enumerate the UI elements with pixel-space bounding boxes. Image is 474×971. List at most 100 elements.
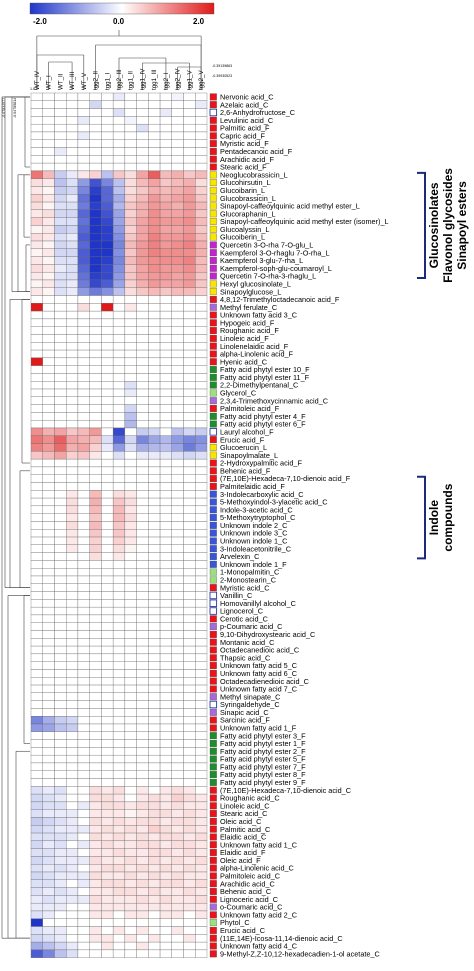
heatmap-cell	[66, 482, 79, 491]
heatmap-cell	[66, 638, 79, 647]
heatmap-cell	[112, 209, 126, 218]
heatmap-cell	[54, 310, 67, 320]
heatmap-cell	[159, 349, 172, 359]
heatmap-cell	[77, 575, 90, 584]
heatmap-cell	[30, 420, 43, 429]
heatmap-cell	[77, 895, 90, 904]
heatmap-cell	[30, 155, 43, 164]
heatmap-cell	[148, 926, 161, 935]
heatmap-cell	[159, 155, 172, 164]
heatmap-cell	[159, 170, 172, 179]
heatmap-cell	[42, 373, 55, 382]
heatmap-cell	[124, 902, 137, 912]
class-marker	[209, 584, 217, 592]
heatmap-cell	[112, 412, 126, 421]
heatmap-cell	[148, 560, 161, 569]
heatmap-cell	[136, 638, 149, 647]
class-marker	[209, 778, 217, 786]
heatmap-cell	[148, 201, 161, 211]
heatmap-cell	[101, 256, 114, 265]
heatmap-cell	[124, 864, 137, 873]
heatmap-cell	[195, 677, 208, 686]
heatmap-cell	[30, 326, 43, 335]
heatmap-cell	[171, 256, 184, 265]
heatmap-cell	[77, 349, 90, 359]
column-label: WT_II	[57, 73, 64, 90]
heatmap-cell	[112, 677, 126, 686]
heatmap-cell	[66, 100, 79, 109]
heatmap-cell	[195, 233, 208, 242]
heatmap-cell	[101, 521, 114, 530]
heatmap-cell	[183, 139, 196, 148]
heatmap-cell	[77, 762, 90, 771]
heatmap-cell	[171, 856, 184, 865]
heatmap-cell	[159, 513, 172, 522]
heatmap-cell	[124, 349, 137, 359]
heatmap-cell	[89, 941, 102, 951]
heatmap-cell	[101, 716, 114, 725]
heatmap-cell	[183, 544, 196, 553]
heatmap-cell	[171, 653, 184, 662]
heatmap-cell	[195, 404, 208, 413]
heatmap-cell	[183, 614, 196, 623]
heatmap-cell	[42, 864, 55, 873]
heatmap-cell	[183, 505, 196, 514]
heatmap-cell	[77, 303, 90, 312]
class-marker	[209, 856, 217, 864]
heatmap-cell	[159, 295, 172, 304]
heatmap-cell	[66, 614, 79, 623]
heatmap-cell	[124, 303, 137, 312]
metabolite-label: Kaempferol 3-glu-7-rha_L	[220, 256, 303, 265]
heatmap-cell	[30, 560, 43, 569]
heatmap-cell	[171, 669, 184, 678]
heatmap-cell	[101, 326, 114, 335]
heatmap-cell	[124, 684, 137, 694]
heatmap-cell	[30, 217, 43, 226]
heatmap-cell	[136, 497, 149, 507]
heatmap-cell	[112, 365, 126, 374]
heatmap-cell	[148, 155, 161, 164]
heatmap-cell	[124, 778, 137, 787]
heatmap-cell	[124, 521, 137, 530]
heatmap-cell	[124, 116, 137, 125]
heatmap-cell	[195, 739, 208, 748]
heatmap-cell	[30, 443, 43, 452]
heatmap-cell	[148, 778, 161, 787]
heatmap-cell	[54, 879, 67, 888]
heatmap-cell	[89, 451, 102, 460]
heatmap-cell	[101, 287, 114, 296]
heatmap-cell	[42, 427, 55, 436]
heatmap-cell	[89, 123, 102, 133]
heatmap-cell	[159, 716, 172, 725]
heatmap-cell	[124, 677, 137, 686]
heatmap-cell	[77, 949, 90, 958]
heatmap-cell	[159, 318, 172, 327]
heatmap-cell	[159, 692, 172, 701]
heatmap-cell	[112, 529, 126, 538]
class-marker	[209, 311, 217, 319]
heatmap-cell	[195, 575, 208, 584]
heatmap-cell	[42, 934, 55, 943]
heatmap-cell	[136, 381, 149, 390]
heatmap-cell	[112, 388, 126, 397]
heatmap-cell	[136, 373, 149, 382]
heatmap-cell	[54, 723, 67, 732]
heatmap-cell	[30, 677, 43, 686]
heatmap-cell	[159, 552, 172, 561]
metabolite-label: Hypogeic acid_F	[220, 318, 275, 327]
heatmap-cell	[66, 349, 79, 359]
heatmap-cell	[54, 575, 67, 584]
heatmap-cell	[148, 910, 161, 919]
heatmap-cell	[54, 295, 67, 304]
heatmap-cell	[159, 435, 172, 444]
metabolite-label: Glycerol_C	[220, 389, 256, 398]
heatmap-cell	[124, 466, 137, 475]
heatmap-cell	[66, 217, 79, 226]
heatmap-cell	[171, 887, 184, 896]
heatmap-cell	[148, 801, 161, 810]
heatmap-cell	[42, 536, 55, 545]
class-marker	[209, 163, 217, 171]
heatmap-cell	[148, 825, 161, 834]
heatmap-cell	[89, 739, 102, 748]
heatmap-cell	[195, 801, 208, 810]
